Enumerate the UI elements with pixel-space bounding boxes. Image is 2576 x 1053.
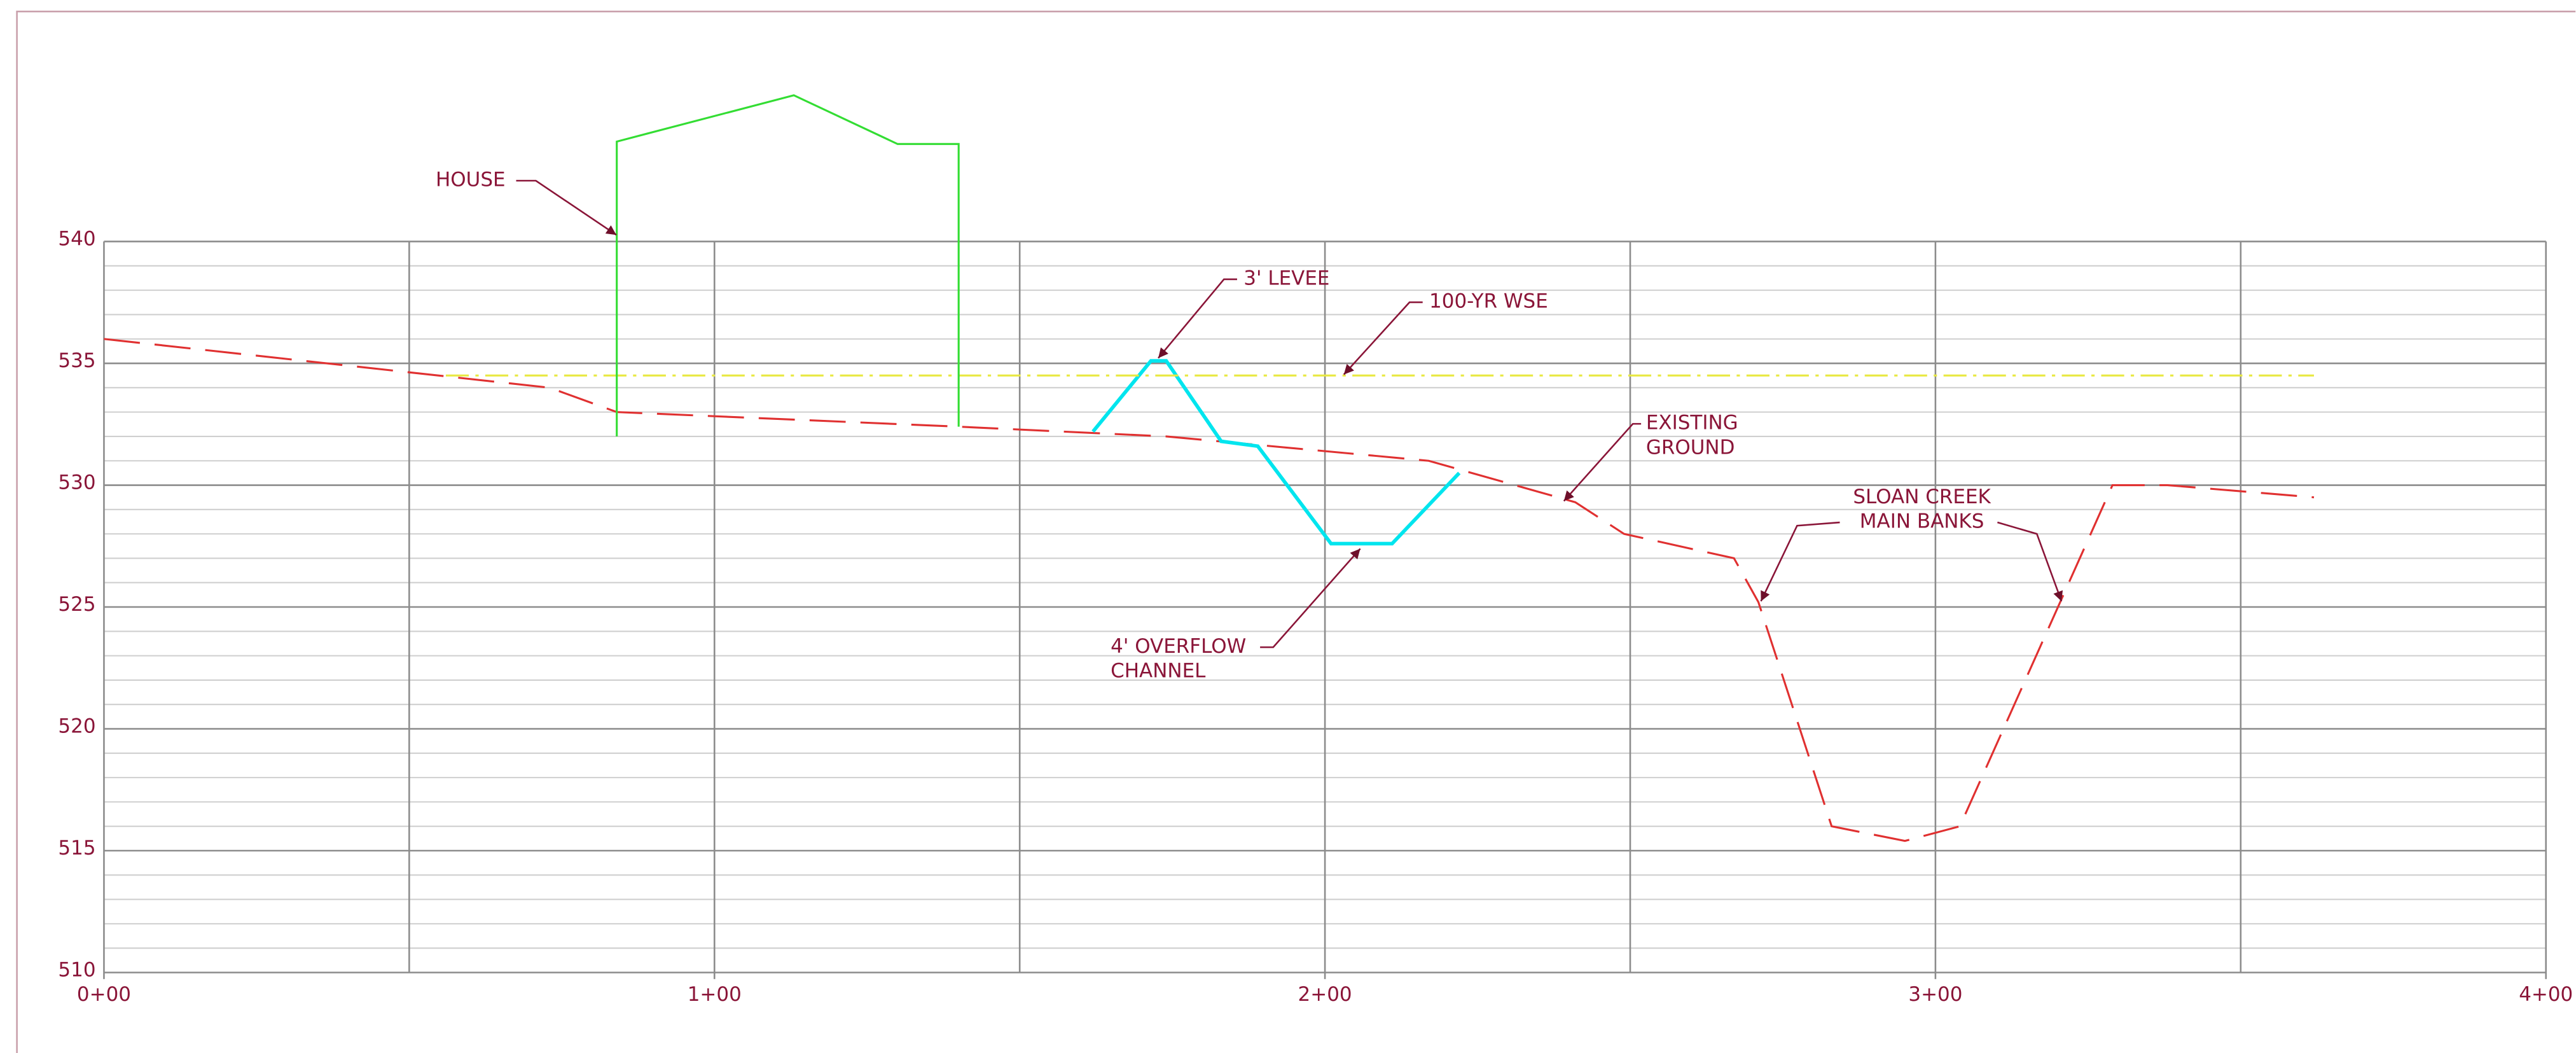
profile-line bbox=[616, 94, 960, 436]
annotation: MAIN BANKS bbox=[1860, 510, 1984, 533]
y-tick-label: 510 bbox=[58, 958, 95, 981]
leader bbox=[1563, 422, 1642, 502]
annotation: 3' LEVEE bbox=[1243, 267, 1329, 289]
y-tick-label: 515 bbox=[58, 837, 95, 860]
x-tick-label: 2+00 bbox=[1298, 983, 1352, 1006]
annotation: 100-YR WSE bbox=[1429, 290, 1548, 313]
profile-line bbox=[1091, 359, 1461, 546]
annotation: CHANNEL bbox=[1111, 659, 1206, 682]
leader bbox=[1158, 278, 1237, 359]
frame bbox=[16, 10, 2576, 1053]
y-tick-label: 535 bbox=[58, 349, 95, 372]
leader bbox=[1997, 521, 2063, 602]
x-tick-label: 3+00 bbox=[1908, 983, 1962, 1006]
annotation: EXISTING bbox=[1646, 412, 1738, 435]
annotation: GROUND bbox=[1646, 436, 1735, 459]
y-tick-label: 540 bbox=[58, 227, 95, 250]
y-tick-label: 520 bbox=[58, 715, 95, 737]
y-tick-label: 525 bbox=[58, 593, 95, 616]
leader bbox=[1343, 301, 1423, 375]
annotation: 4' OVERFLOW bbox=[1111, 635, 1246, 658]
annotation: HOUSE bbox=[436, 169, 506, 192]
x-tick-label: 4+00 bbox=[2519, 983, 2573, 1006]
leader bbox=[516, 179, 617, 236]
leader bbox=[1760, 521, 1840, 602]
leader bbox=[1260, 548, 1361, 648]
profile-line bbox=[104, 338, 2315, 842]
y-tick-label: 530 bbox=[58, 471, 95, 494]
x-tick-label: 1+00 bbox=[688, 983, 742, 1006]
x-tick-label: 0+00 bbox=[77, 983, 131, 1006]
annotation: SLOAN CREEK bbox=[1853, 485, 1991, 508]
